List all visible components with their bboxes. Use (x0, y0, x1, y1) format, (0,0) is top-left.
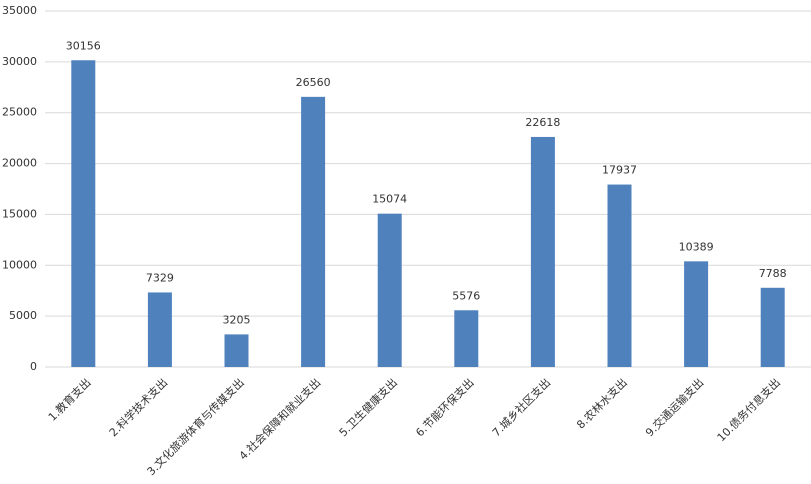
data-label: 26560 (296, 76, 331, 89)
data-label: 3205 (223, 313, 251, 326)
bar (760, 287, 785, 367)
bar (454, 310, 479, 367)
x-tick-label: 7.城乡社区支出 (489, 375, 553, 439)
y-tick-label: 15000 (2, 207, 37, 220)
bar (224, 334, 249, 367)
x-tick-label: 5.卫生健康支出 (336, 375, 400, 439)
x-tick-label: 10.债务付息支出 (714, 375, 783, 444)
y-tick-label: 20000 (2, 157, 37, 170)
bar (684, 261, 709, 367)
bar (147, 292, 172, 367)
y-tick-label: 0 (30, 360, 37, 373)
data-label: 5576 (452, 289, 480, 302)
data-label: 17937 (602, 164, 637, 177)
x-tick-label: 9.交通运输支出 (642, 375, 706, 439)
bar (377, 213, 402, 367)
bar (530, 136, 555, 367)
bar (71, 60, 96, 368)
data-label: 7329 (146, 271, 174, 284)
data-label: 15074 (372, 193, 407, 206)
y-tick-label: 5000 (9, 309, 37, 322)
data-label: 7788 (759, 267, 787, 280)
y-tick-label: 25000 (2, 106, 37, 119)
bar (301, 96, 326, 367)
x-tick-label: 1.教育支出 (45, 375, 93, 423)
y-tick-label: 30000 (2, 55, 37, 68)
data-label: 22618 (525, 116, 560, 129)
bar (607, 184, 632, 367)
y-tick-label: 10000 (2, 258, 37, 271)
x-tick-label: 4.社会保障和就业支出 (236, 375, 323, 462)
data-label: 10389 (679, 240, 714, 253)
x-tick-label: 2.科学技术支出 (106, 375, 170, 439)
y-tick-label: 35000 (2, 4, 37, 17)
x-tick-label: 8.农林水支出 (574, 375, 630, 431)
data-label: 30156 (66, 39, 101, 52)
x-tick-label: 6.节能环保支出 (413, 375, 477, 439)
